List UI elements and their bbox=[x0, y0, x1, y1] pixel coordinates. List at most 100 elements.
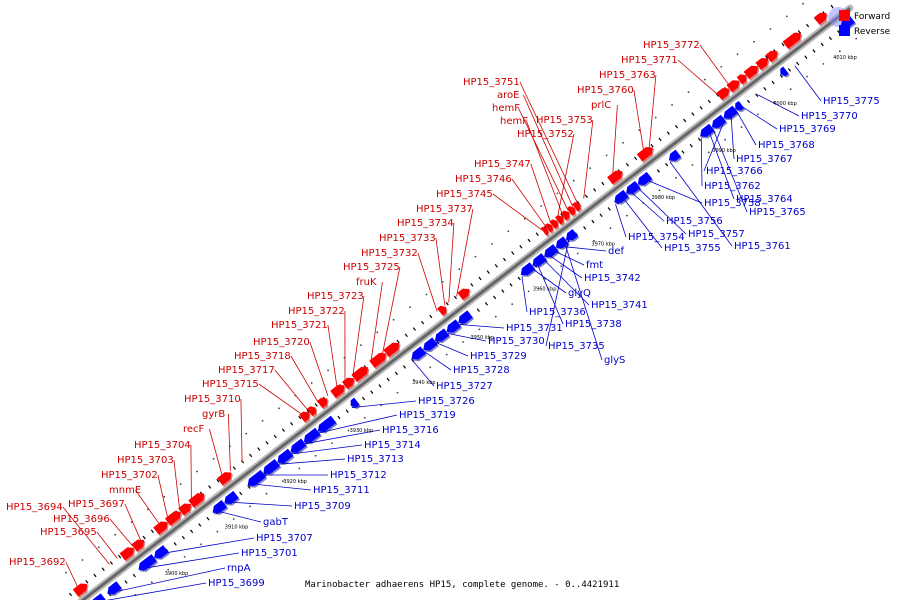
codon-mark bbox=[607, 207, 611, 211]
codon-mark bbox=[501, 289, 505, 293]
codon-mark bbox=[239, 491, 243, 496]
codon-mark bbox=[198, 523, 202, 527]
track-dot bbox=[196, 470, 199, 473]
forward-gene-label: HP15_3720 bbox=[253, 337, 310, 348]
codon-mark bbox=[666, 131, 670, 135]
leader-line bbox=[291, 444, 363, 455]
forward-gene-label: hemF bbox=[492, 103, 520, 114]
track-dot bbox=[593, 240, 595, 242]
leader-line bbox=[274, 369, 309, 412]
codon-mark bbox=[470, 283, 474, 287]
track-dot bbox=[392, 318, 395, 321]
leader-line bbox=[545, 240, 570, 347]
forward-gene-label: HP15_3733 bbox=[379, 233, 436, 244]
reverse-gene-label: HP15_3701 bbox=[241, 548, 298, 559]
codon-mark bbox=[535, 232, 539, 236]
reverse-gene-label: HP15_3758 bbox=[704, 198, 761, 209]
forward-gene-label: HP15_3696 bbox=[53, 514, 110, 525]
codon-mark bbox=[118, 554, 122, 559]
codon-mark bbox=[429, 314, 433, 319]
track-dot bbox=[65, 571, 67, 574]
forward-gene bbox=[540, 226, 550, 237]
forward-gene bbox=[572, 201, 582, 213]
reverse-gene-label: HP15_3768 bbox=[758, 140, 815, 151]
codon-mark bbox=[583, 226, 587, 230]
track-dot bbox=[560, 265, 563, 267]
track-dot bbox=[556, 192, 559, 195]
reverse-gene-label: HP15_3727 bbox=[436, 381, 493, 392]
leader-line bbox=[278, 458, 346, 465]
leader-line bbox=[424, 351, 452, 371]
leader-line bbox=[530, 163, 552, 224]
codon-mark bbox=[290, 422, 294, 426]
gene-body bbox=[723, 105, 739, 119]
reverse-gene bbox=[212, 500, 229, 515]
reverse-gene-label: HP15_3719 bbox=[399, 410, 456, 421]
track-dot bbox=[671, 104, 673, 106]
gene-body bbox=[341, 377, 355, 389]
reverse-gene bbox=[247, 469, 268, 488]
track-dot bbox=[720, 66, 723, 68]
track-dot bbox=[81, 559, 84, 561]
forward-gene-label: HP15_3737 bbox=[416, 204, 473, 215]
reverse-gene-label: HP15_3711 bbox=[313, 485, 370, 496]
reverse-gene bbox=[637, 171, 654, 187]
reverse-gene bbox=[626, 180, 642, 196]
gene-body bbox=[107, 581, 122, 595]
kbp-tick-label: 3960 kbp bbox=[533, 287, 557, 293]
forward-gene bbox=[164, 511, 183, 528]
gene-body bbox=[607, 170, 623, 185]
track-dot bbox=[363, 417, 366, 419]
track-dot bbox=[261, 420, 264, 422]
gene-body bbox=[131, 539, 145, 552]
gene-body bbox=[299, 411, 310, 423]
gene-body bbox=[540, 226, 549, 236]
legend-reverse-swatch bbox=[839, 25, 850, 36]
leader-line bbox=[228, 413, 231, 472]
track-dot bbox=[740, 126, 743, 128]
forward-gene bbox=[341, 377, 356, 391]
codon-mark bbox=[314, 403, 318, 407]
track-dot bbox=[736, 53, 739, 56]
leader-line bbox=[173, 459, 181, 511]
reverse-gene bbox=[532, 253, 549, 268]
gene-body bbox=[178, 503, 192, 516]
codon-mark bbox=[273, 434, 277, 439]
track-dot bbox=[757, 113, 759, 116]
leader-line bbox=[62, 506, 110, 565]
gene-body bbox=[330, 384, 345, 398]
forward-gene-label: gyrB bbox=[202, 409, 225, 420]
codon-mark bbox=[281, 428, 285, 432]
leader-line bbox=[646, 179, 703, 204]
gene-body bbox=[554, 215, 564, 225]
leader-line bbox=[135, 489, 161, 526]
track-dot bbox=[179, 483, 182, 485]
reverse-gene bbox=[614, 189, 631, 205]
codon-mark bbox=[93, 573, 97, 578]
leader-line bbox=[309, 341, 329, 396]
backbone-line bbox=[80, 6, 851, 600]
leader-line bbox=[637, 187, 687, 235]
codon-mark bbox=[257, 447, 261, 451]
leader-line bbox=[794, 65, 822, 102]
codon-mark bbox=[208, 485, 212, 489]
forward-gene bbox=[131, 539, 146, 554]
codon-mark bbox=[394, 371, 398, 376]
codon-mark bbox=[771, 80, 775, 85]
forward-gene bbox=[765, 50, 779, 64]
forward-gene-label: HP15_3732 bbox=[361, 248, 418, 259]
reverse-gene-label: def bbox=[608, 246, 625, 257]
codon-mark bbox=[796, 61, 800, 66]
forward-gene-label: HP15_3753 bbox=[536, 115, 593, 126]
reverse-gene bbox=[423, 337, 439, 353]
track-dot bbox=[527, 290, 530, 293]
track-dot bbox=[638, 129, 641, 132]
leader-line bbox=[448, 222, 455, 303]
gene-body bbox=[316, 397, 328, 409]
forward-gene bbox=[299, 411, 311, 424]
forward-gene-label: HP15_3723 bbox=[307, 291, 364, 302]
track-dot bbox=[704, 78, 706, 81]
reverse-gene-label: HP15_3712 bbox=[330, 470, 387, 481]
kbp-tick-label: 4010 kbp bbox=[833, 55, 857, 61]
gene-body bbox=[716, 88, 730, 100]
